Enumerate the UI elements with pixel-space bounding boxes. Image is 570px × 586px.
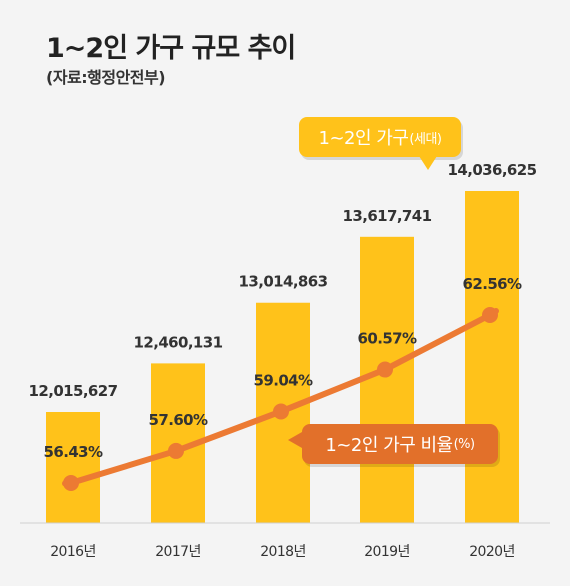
households-callout: 1~2인 가구 (세대) [299,117,461,170]
households-callout-unit: (세대) [409,131,442,147]
households-callout-label: 1~2인 가구 [318,128,409,149]
ratio-callout-label: 1~2인 가구 비율 [325,435,453,456]
ratio-value-label: 57.60% [149,411,208,429]
x-tick-label: 2017년 [155,544,201,560]
x-tick-label: 2016년 [50,544,96,560]
ratio-marker [168,442,184,459]
ratio-callout-unit: (%) [453,436,476,452]
ratio-value-label: 62.56% [463,275,522,293]
ratio-value-label: 59.04% [254,371,313,389]
x-tick-label: 2019년 [364,544,410,560]
labels-layer: 12,015,627 12,460,131 13,014,863 13,617,741… [29,161,538,560]
x-tick-label: 2020년 [469,544,515,560]
ratio-value-label: 56.43% [44,443,103,461]
ratio-callout: 1~2인 가구 비율 (%) [288,424,498,464]
ratio-marker [377,361,393,378]
line-layer [62,307,499,491]
bar-value-label: 13,014,863 [239,273,328,291]
x-tick-label: 2018년 [260,544,306,560]
ratio-value-label: 60.57% [358,330,417,348]
bar-value-label: 13,617,741 [343,207,432,225]
bar-2020년 [465,191,519,523]
ratio-marker [482,307,498,323]
bar-2016년 [46,412,100,523]
ratio-marker [63,475,79,491]
bars-layer [46,191,519,523]
ratio-marker [273,403,289,420]
bar-value-label: 12,015,627 [29,382,118,400]
chart-title: 1~2인 가구 규모 추이 [46,33,296,64]
bar-2019년 [360,236,414,523]
chart-source: (자료:행정안전부) [46,68,166,87]
bar-value-label: 14,036,625 [448,161,537,179]
bar-value-label: 12,460,131 [134,333,223,351]
